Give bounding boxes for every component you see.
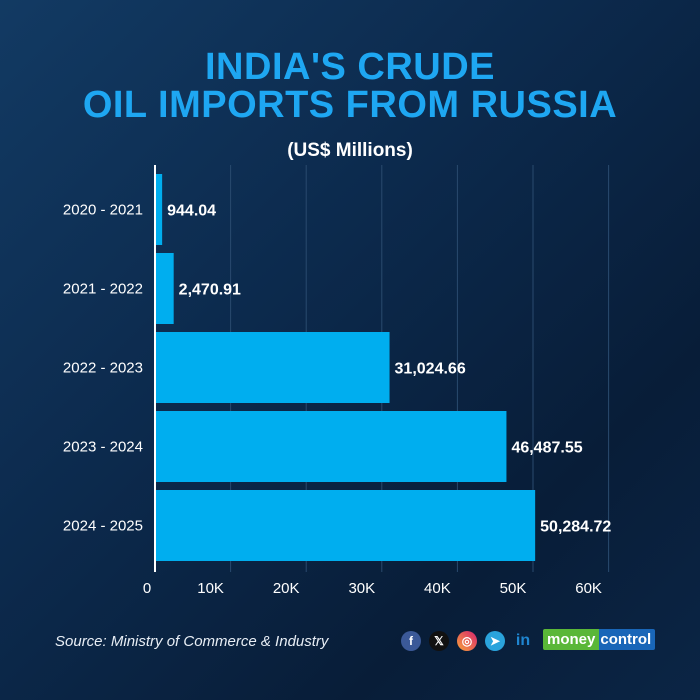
bar — [155, 411, 507, 482]
chart-title: INDIA'S CRUDE OIL IMPORTS FROM RUSSIA — [0, 48, 700, 124]
x-tick-label: 60K — [575, 580, 602, 597]
instagram-icon[interactable]: ◎ — [457, 631, 477, 651]
title-line-1: INDIA'S CRUDE — [205, 46, 495, 88]
bar — [155, 253, 174, 324]
chart-subtitle: (US$ Millions) — [287, 140, 413, 161]
data-label: 31,024.66 — [395, 361, 466, 378]
logo-part-money: money — [543, 629, 600, 650]
x-tick-label: 20K — [273, 580, 300, 597]
source-note: Source: Ministry of Commerce & Industry — [55, 633, 329, 650]
title-line-2: OIL IMPORTS FROM RUSSIA — [82, 84, 618, 126]
category-label: 2023 - 2024 — [63, 439, 143, 456]
x-tick-label: 10K — [197, 580, 224, 597]
moneycontrol-logo: money control — [543, 629, 656, 650]
bar — [155, 332, 390, 403]
category-label: 2022 - 2023 — [63, 360, 143, 377]
category-label: 2020 - 2021 — [63, 202, 143, 219]
x-icon[interactable]: 𝕏 — [429, 631, 449, 651]
linkedin-icon[interactable]: in — [515, 632, 531, 649]
data-label: 50,284.72 — [540, 519, 611, 536]
data-label: 46,487.55 — [511, 440, 582, 457]
social-icons: f 𝕏 ◎ ➤ in — [401, 631, 533, 651]
data-label: 944.04 — [167, 203, 216, 220]
data-label: 2,470.91 — [179, 282, 241, 299]
telegram-icon[interactable]: ➤ — [485, 631, 505, 651]
category-label: 2024 - 2025 — [63, 518, 143, 535]
bar — [155, 174, 163, 245]
x-tick-label: 50K — [500, 580, 527, 597]
x-tick-label: 30K — [348, 580, 375, 597]
facebook-icon[interactable]: f — [401, 631, 421, 651]
category-label: 2021 - 2022 — [63, 281, 143, 298]
x-tick-label: 0 — [143, 580, 151, 597]
x-tick-label: 40K — [424, 580, 451, 597]
logo-part-control: control — [599, 629, 656, 650]
bar — [155, 490, 536, 561]
